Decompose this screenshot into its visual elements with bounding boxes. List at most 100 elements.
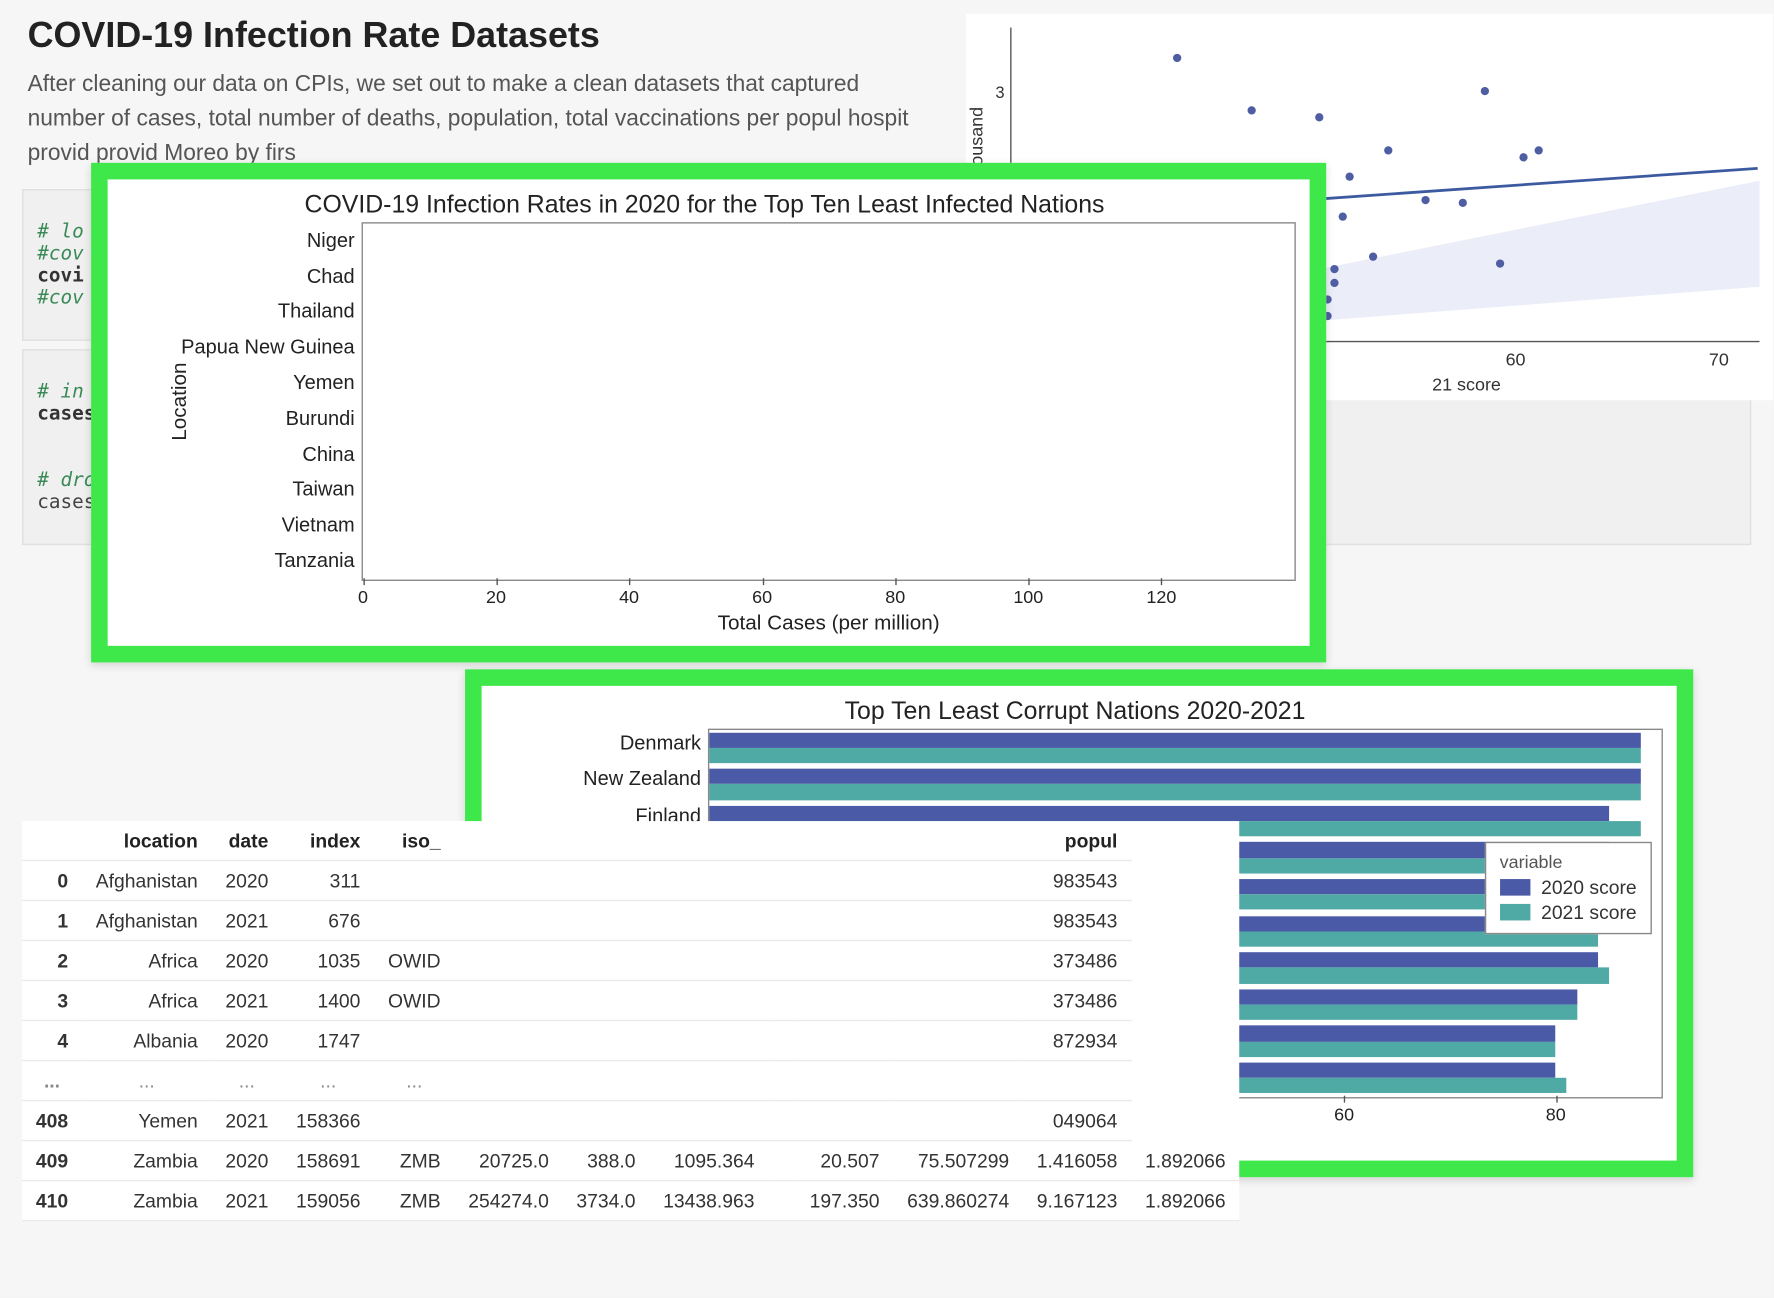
table-cell: Africa: [82, 940, 212, 980]
scatter-point: [1519, 153, 1527, 161]
table-cell: Afghanistan: [82, 900, 212, 940]
table-cell: 0: [22, 860, 82, 900]
table-cell: 1035: [282, 940, 374, 980]
table-cell: 2021: [212, 900, 283, 940]
bar-category-label: Yemen: [293, 373, 363, 395]
chart2-legend: variable 2020 score2021 score: [1484, 842, 1651, 934]
table-cell: 1.892066: [1131, 1141, 1239, 1181]
scatter-point: [1368, 252, 1376, 260]
table-header: [454, 821, 562, 860]
table-cell: [893, 1101, 1023, 1141]
table-cell: Afghanistan: [82, 860, 212, 900]
table-cell: ...: [82, 1061, 212, 1101]
data-table: locationdateindexiso_popul0Afghanistan20…: [22, 821, 1239, 1221]
table-header: [22, 821, 82, 860]
table-cell: ZMB: [374, 1141, 454, 1181]
grouped-bar: [709, 748, 1640, 764]
table-cell: ...: [282, 1061, 374, 1101]
table-cell: [893, 980, 1023, 1020]
table-cell: 9.167123: [1023, 1181, 1131, 1221]
table-cell: 2: [22, 940, 82, 980]
chart-infection-rates: COVID-19 Infection Rates in 2020 for the…: [91, 163, 1326, 663]
scatter-point: [1173, 54, 1181, 62]
table-row: 3Africa20211400OWID373486: [22, 980, 1239, 1020]
table-cell: 2020: [212, 1141, 283, 1181]
table-cell: [768, 1021, 796, 1061]
table-cell: 159056: [282, 1181, 374, 1221]
bar-category-label: Thailand: [278, 302, 363, 324]
table-cell: [796, 980, 893, 1020]
table-cell: [563, 860, 650, 900]
xtick: 80: [1546, 1104, 1566, 1125]
table-cell: [649, 900, 768, 940]
xtick: 0: [358, 587, 368, 608]
table-cell: 373486: [1023, 980, 1131, 1020]
table-cell: 3: [22, 980, 82, 1020]
table-cell: [768, 1181, 796, 1221]
table-cell: 408: [22, 1101, 82, 1141]
table-cell: [893, 900, 1023, 940]
table-cell: [768, 1141, 796, 1181]
bar-category-label: Tanzania: [275, 551, 363, 573]
table-cell: Yemen: [82, 1101, 212, 1141]
table-cell: [768, 900, 796, 940]
table-row: 0Afghanistan2020311983543: [22, 860, 1239, 900]
xtick: 40: [619, 587, 639, 608]
table-cell: [454, 980, 562, 1020]
table-cell: 197.350: [796, 1181, 893, 1221]
table-row: 408Yemen2021158366049064: [22, 1101, 1239, 1141]
grouped-bar: [709, 732, 1640, 748]
table-cell: 311: [282, 860, 374, 900]
chart1-title: COVID-19 Infection Rates in 2020 for the…: [113, 190, 1296, 219]
table-cell: [454, 900, 562, 940]
table-cell: 20725.0: [454, 1141, 562, 1181]
xtick: 120: [1146, 587, 1176, 608]
table-cell: [649, 980, 768, 1020]
scatter-point: [1481, 87, 1489, 95]
table-cell: 409: [22, 1141, 82, 1181]
grouped-bar-row: Denmark: [709, 732, 1661, 764]
table-cell: [454, 1021, 562, 1061]
scatter-point: [1459, 199, 1467, 207]
bar-category-label: Papua New Guinea: [181, 337, 363, 359]
scatter-point: [1421, 196, 1429, 204]
table-cell: ...: [22, 1061, 82, 1101]
table-cell: [893, 940, 1023, 980]
table-cell: ...: [374, 1061, 454, 1101]
table-cell: 049064: [1023, 1101, 1131, 1141]
table-cell: [768, 1101, 796, 1141]
table-header: [796, 821, 893, 860]
table-cell: [796, 940, 893, 980]
table-cell: [374, 1101, 454, 1141]
scatter-ytick: 3: [977, 83, 1005, 102]
legend-swatch: [1500, 904, 1530, 921]
scatter-point: [1338, 213, 1346, 221]
table-cell: OWID: [374, 940, 454, 980]
table-header: [649, 821, 768, 860]
table-header: [768, 821, 796, 860]
scatter-point: [1496, 259, 1504, 267]
scatter-point: [1383, 146, 1391, 154]
table-cell: 254274.0: [454, 1181, 562, 1221]
scatter-point: [1316, 113, 1324, 121]
table-cell: Albania: [82, 1021, 212, 1061]
table-cell: 75.507299: [893, 1141, 1023, 1181]
table-cell: [893, 1061, 1023, 1101]
table-cell: 158366: [282, 1101, 374, 1141]
table-cell: Africa: [82, 980, 212, 1020]
table-row: 4Albania20201747872934: [22, 1021, 1239, 1061]
table-cell: 158691: [282, 1141, 374, 1181]
table-cell: [649, 1021, 768, 1061]
table-cell: [796, 900, 893, 940]
table-cell: 2021: [212, 980, 283, 1020]
bar-category-label: Taiwan: [292, 480, 363, 502]
table-cell: ...: [212, 1061, 283, 1101]
table-row: 2Africa20201035OWID373486: [22, 940, 1239, 980]
table-cell: [454, 1061, 562, 1101]
table-row: 409Zambia2020158691ZMB20725.0388.01095.3…: [22, 1141, 1239, 1181]
xtick: 60: [1334, 1104, 1354, 1125]
scatter-xtick: 70: [1709, 349, 1729, 370]
table-cell: [796, 1021, 893, 1061]
table-header: index: [282, 821, 374, 860]
scatter-point: [1346, 173, 1354, 181]
